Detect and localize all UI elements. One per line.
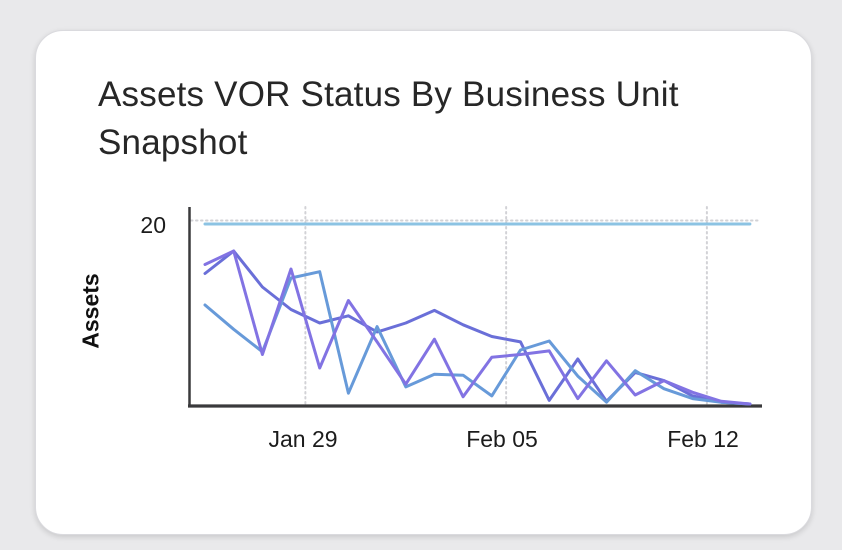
line-series-3 [203, 249, 752, 406]
x-axis-tick-feb-05: Feb 05 [466, 426, 538, 452]
chart-title: Assets VOR Status By Business Unit Snaps… [98, 75, 679, 162]
x-axis-tick-feb-12: Feb 12 [667, 426, 739, 452]
chart-card: Assets VOR Status By Business Unit Snaps… [35, 30, 812, 535]
x-axis-tick-jan-29: Jan 29 [268, 426, 338, 452]
line-series-1 [203, 249, 752, 406]
y-axis-title: Assets [77, 273, 104, 349]
y-axis-tick-20: 20 [140, 212, 166, 238]
line-series-2 [203, 270, 752, 406]
